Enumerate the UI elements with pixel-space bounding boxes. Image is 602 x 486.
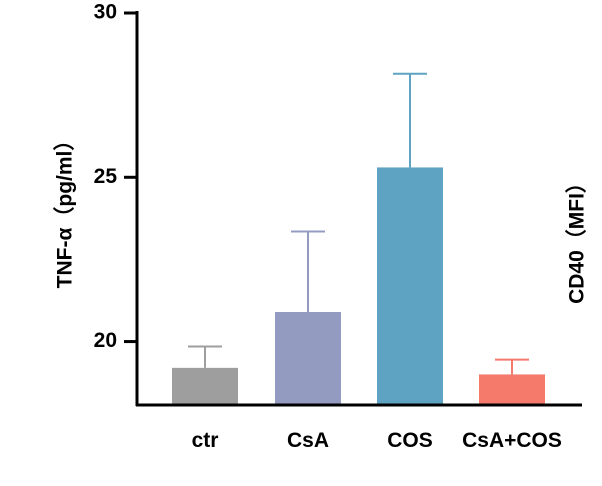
bar-ctr: [172, 367, 238, 404]
y-tick-label: 30: [94, 1, 117, 24]
y-tick-label: 20: [94, 329, 117, 352]
bar-csa-cos: [479, 374, 545, 404]
x-tick-label: CsA: [287, 429, 329, 452]
tnf-alpha-chart: 20 25 30 ctr CsA COS CsA+COS TNF-α（pg/ml）: [53, 1, 582, 452]
bar-csa: [275, 312, 341, 404]
cd40-chart-partial: CD40（MFI）: [565, 172, 589, 304]
x-tick-label: ctr: [192, 429, 219, 452]
y-axis-label: TNF-α（pg/ml）: [53, 130, 77, 289]
cd40-y-axis-label: CD40（MFI）: [565, 172, 589, 304]
bar-group: [172, 167, 545, 404]
error-bar-group: [188, 72, 529, 375]
y-tick-group: 20 25 30: [94, 1, 137, 352]
x-tick-label: CsA+COS: [462, 429, 562, 452]
x-label-group: ctr CsA COS CsA+COS: [192, 429, 562, 452]
bar-cos: [377, 167, 443, 404]
y-tick-label: 25: [94, 165, 118, 188]
x-tick-label: COS: [387, 429, 433, 452]
